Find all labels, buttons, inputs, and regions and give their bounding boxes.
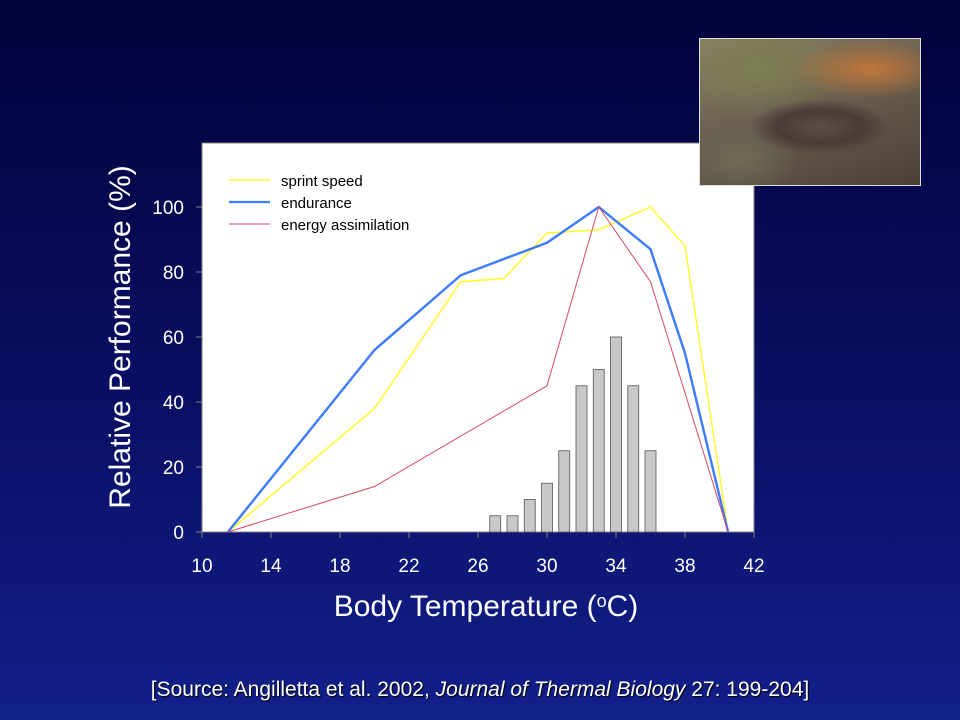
y-axis-ticks: 0 20 40 60 80 100 [152, 198, 202, 544]
source-journal: Journal of Thermal Biology [435, 678, 686, 701]
histogram-bar [627, 385, 640, 533]
histogram-bar [575, 385, 588, 533]
legend-label-sprint-speed: sprint speed [281, 173, 363, 190]
y-tick-label: 20 [163, 458, 184, 479]
histogram-bar [610, 336, 622, 533]
histogram-bar [541, 482, 553, 533]
series-lines [226, 205, 730, 533]
x-tick-label: 18 [329, 556, 350, 577]
y-tick-label: 60 [163, 328, 184, 349]
y-axis-title: Relative Performance (%) [104, 165, 137, 508]
x-axis-title-unit: C) [607, 590, 639, 623]
lizard-photo [699, 38, 921, 186]
histogram-bar [506, 515, 519, 533]
histogram-bar [558, 450, 571, 533]
x-tick-label: 42 [743, 556, 764, 577]
histogram-bar [592, 369, 605, 533]
histogram-bar [644, 450, 657, 533]
x-axis-ticks: 10 14 18 22 26 30 34 38 42 [191, 532, 765, 577]
y-tick-label: 0 [173, 523, 184, 544]
plot-area [201, 142, 755, 533]
y-tick-label: 100 [152, 198, 184, 219]
series-line-sprint-speed [227, 206, 729, 533]
x-tick-label: 30 [536, 556, 557, 577]
x-tick-label: 26 [467, 556, 488, 577]
source-prefix: [Source: Angilletta et al. 2002, [150, 678, 436, 701]
x-axis-title: Body Temperature (oC) [334, 590, 639, 623]
x-tick-label: 14 [260, 556, 282, 577]
x-axis-title-degree: o [597, 591, 607, 611]
series-line-endurance [226, 205, 730, 533]
legend: sprint speed endurance energy assimilati… [229, 173, 409, 234]
y-tick-label: 40 [163, 393, 184, 414]
histogram-bar [489, 515, 502, 533]
histogram-bar [523, 499, 536, 533]
x-tick-label: 22 [398, 556, 419, 577]
x-tick-label: 10 [191, 556, 212, 577]
x-tick-label: 38 [674, 556, 695, 577]
histogram-bars [489, 336, 657, 533]
y-tick-label: 80 [163, 263, 184, 284]
series-line-energy-assimilation [227, 205, 729, 533]
legend-label-energy-assimilation: energy assimilation [281, 217, 409, 234]
legend-label-endurance: endurance [281, 195, 352, 212]
source-citation: [Source: Angilletta et al. 2002, Journal… [0, 678, 960, 702]
x-tick-label: 34 [605, 556, 627, 577]
x-axis-title-main: Body Temperature ( [334, 590, 597, 623]
source-suffix: 27: 199-204] [685, 678, 810, 701]
